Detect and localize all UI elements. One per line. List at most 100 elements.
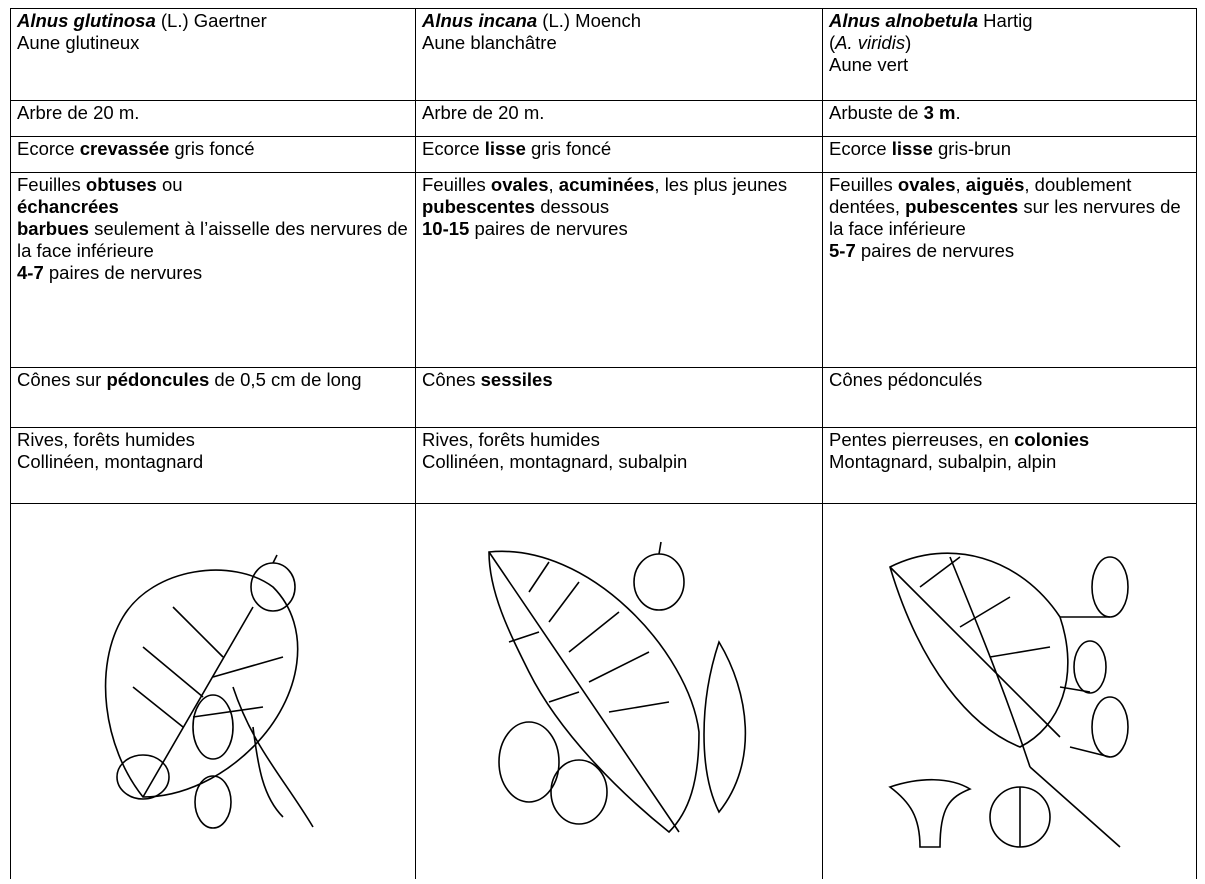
text-run: Cônes pédonculés xyxy=(829,369,983,390)
table-cell: Cônes sur pédoncules de 0,5 cm de long xyxy=(10,367,416,428)
text-run: ( xyxy=(829,32,836,53)
text-run: , xyxy=(955,174,966,195)
cell-line: barbues seulement à l’aisselle des nervu… xyxy=(17,218,409,262)
table-row: Ecorce crevassée gris foncé Ecorce lisse … xyxy=(10,136,1197,173)
text-run: pédoncules xyxy=(106,369,210,390)
table-body: Alnus glutinosa (L.) Gaertner Aune glutin… xyxy=(10,8,1197,879)
table-cell: Arbre de 20 m. xyxy=(415,100,823,137)
table-cell: Rives, forêts humides Collinéen, montagna… xyxy=(415,427,823,504)
text-run: Collinéen, montagnard xyxy=(17,451,204,472)
table-cell: Cônes pédonculés xyxy=(822,367,1197,428)
table-row: Rives, forêts humides Collinéen, montagna… xyxy=(10,427,1197,504)
cell-line: Arbre de 20 m. xyxy=(422,102,816,124)
text-run: 5-7 xyxy=(829,240,856,261)
cell-line: Feuilles obtuses ou xyxy=(17,174,409,196)
text-run: . xyxy=(955,102,961,123)
table-row: Alnus glutinosa (L.) Gaertner Aune glutin… xyxy=(10,8,1197,101)
table-cell: Feuilles ovales, aiguës, doublement dent… xyxy=(822,172,1197,368)
text-run: paires de nervures xyxy=(43,262,203,283)
text-run: Alnus alnobetula xyxy=(829,10,979,31)
text-run: dessous xyxy=(535,196,610,217)
text-run: Rives, forêts humides xyxy=(422,429,600,450)
cell-line: Collinéen, montagnard xyxy=(17,451,409,473)
cell-line: Aune blanchâtre xyxy=(422,32,816,54)
illustration-cell xyxy=(822,503,1197,879)
illustration xyxy=(887,551,1129,848)
illustration-cell xyxy=(415,503,823,879)
text-run: barbues xyxy=(17,218,89,239)
text-run: échancrées xyxy=(17,196,119,217)
illustration xyxy=(104,554,314,829)
header-cell: Alnus incana (L.) Moench Aune blanchâtre xyxy=(415,8,823,101)
table-cell: Pentes pierreuses, en colonies Montagnard… xyxy=(822,427,1197,504)
text-run: 4-7 xyxy=(17,262,44,283)
table-cell: Ecorce lisse gris foncé xyxy=(415,136,823,173)
text-run: Montagnard, subalpin, alpin xyxy=(829,451,1057,472)
text-run: Hartig xyxy=(978,10,1033,31)
cell-line: Aune glutineux xyxy=(17,32,409,54)
text-run: Aune blanchâtre xyxy=(422,32,557,53)
cell-line: Cônes pédonculés xyxy=(829,369,1190,391)
cell-line: 5-7 paires de nervures xyxy=(829,240,1190,262)
text-run: pubescentes xyxy=(422,196,536,217)
text-run: gris foncé xyxy=(169,138,255,159)
table-row: Cônes sur pédoncules de 0,5 cm de long Cô… xyxy=(10,367,1197,428)
cell-line: Arbre de 20 m. xyxy=(17,102,409,124)
text-run: obtuses xyxy=(85,174,157,195)
text-run: (L.) Moench xyxy=(537,10,641,31)
cell-line: Rives, forêts humides xyxy=(17,429,409,451)
cell-line: échancrées xyxy=(17,196,409,218)
table-row: Feuilles obtuses ou échancrées barbues seu… xyxy=(10,172,1197,368)
illustration xyxy=(488,541,747,833)
text-run: aiguës xyxy=(965,174,1025,195)
text-run: crevassée xyxy=(79,138,170,159)
text-run: Arbre de 20 m. xyxy=(422,102,545,123)
text-run: Alnus incana xyxy=(422,10,538,31)
text-run: pubescentes xyxy=(905,196,1019,217)
text-run: Alnus glutinosa xyxy=(17,10,156,31)
text-run: Ecorce xyxy=(422,138,485,159)
text-run: , xyxy=(548,174,559,195)
cell-line: Feuilles ovales, acuminées, les plus jeu… xyxy=(422,174,816,218)
text-run: Pentes pierreuses, en xyxy=(829,429,1015,450)
cell-line: (A. viridis) xyxy=(829,32,1190,54)
text-run: ) xyxy=(905,32,912,53)
text-run: ovales xyxy=(490,174,549,195)
text-run: Ecorce xyxy=(17,138,80,159)
text-run: Ecorce xyxy=(829,138,892,159)
text-run: gris foncé xyxy=(525,138,612,159)
text-run: lisse xyxy=(891,138,933,159)
cell-line: Aune vert xyxy=(829,54,1190,76)
text-run: Rives, forêts humides xyxy=(17,429,195,450)
cell-line: Feuilles ovales, aiguës, doublement dent… xyxy=(829,174,1190,240)
cell-line: Montagnard, subalpin, alpin xyxy=(829,451,1190,473)
text-run: acuminées xyxy=(558,174,655,195)
cell-line: Cônes sessiles xyxy=(422,369,816,391)
table-cell: Rives, forêts humides Collinéen, montagna… xyxy=(10,427,416,504)
text-run: Aune vert xyxy=(829,54,909,75)
text-run: paires de nervures xyxy=(469,218,628,239)
illustration-row xyxy=(10,503,1197,879)
cell-line: Collinéen, montagnard, subalpin xyxy=(422,451,816,473)
header-cell: Alnus alnobetula Hartig (A. viridis) Aune … xyxy=(822,8,1197,101)
text-run: A. viridis xyxy=(835,32,906,53)
cell-line: Pentes pierreuses, en colonies xyxy=(829,429,1190,451)
cell-line: 10-15 paires de nervures xyxy=(422,218,816,240)
text-run: (L.) Gaertner xyxy=(155,10,267,31)
text-run: Cônes sur xyxy=(17,369,107,390)
cell-line: Cônes sur pédoncules de 0,5 cm de long xyxy=(17,369,409,391)
table-cell: Arbuste de 3 m. xyxy=(822,100,1197,137)
cell-line: Ecorce crevassée gris foncé xyxy=(17,138,409,160)
text-run: ou xyxy=(156,174,183,195)
cell-line: Arbuste de 3 m. xyxy=(829,102,1190,124)
text-run: Feuilles xyxy=(422,174,491,195)
table-cell: Feuilles obtuses ou échancrées barbues seu… xyxy=(10,172,416,368)
species-table: Alnus glutinosa (L.) Gaertner Aune glutin… xyxy=(10,8,1197,879)
text-run: Arbuste de xyxy=(829,102,924,123)
text-run: lisse xyxy=(484,138,526,159)
text-run: de 0,5 cm de long xyxy=(209,369,362,390)
text-run: Aune glutineux xyxy=(17,32,140,53)
text-run: , doublement dentées, xyxy=(829,174,1132,217)
